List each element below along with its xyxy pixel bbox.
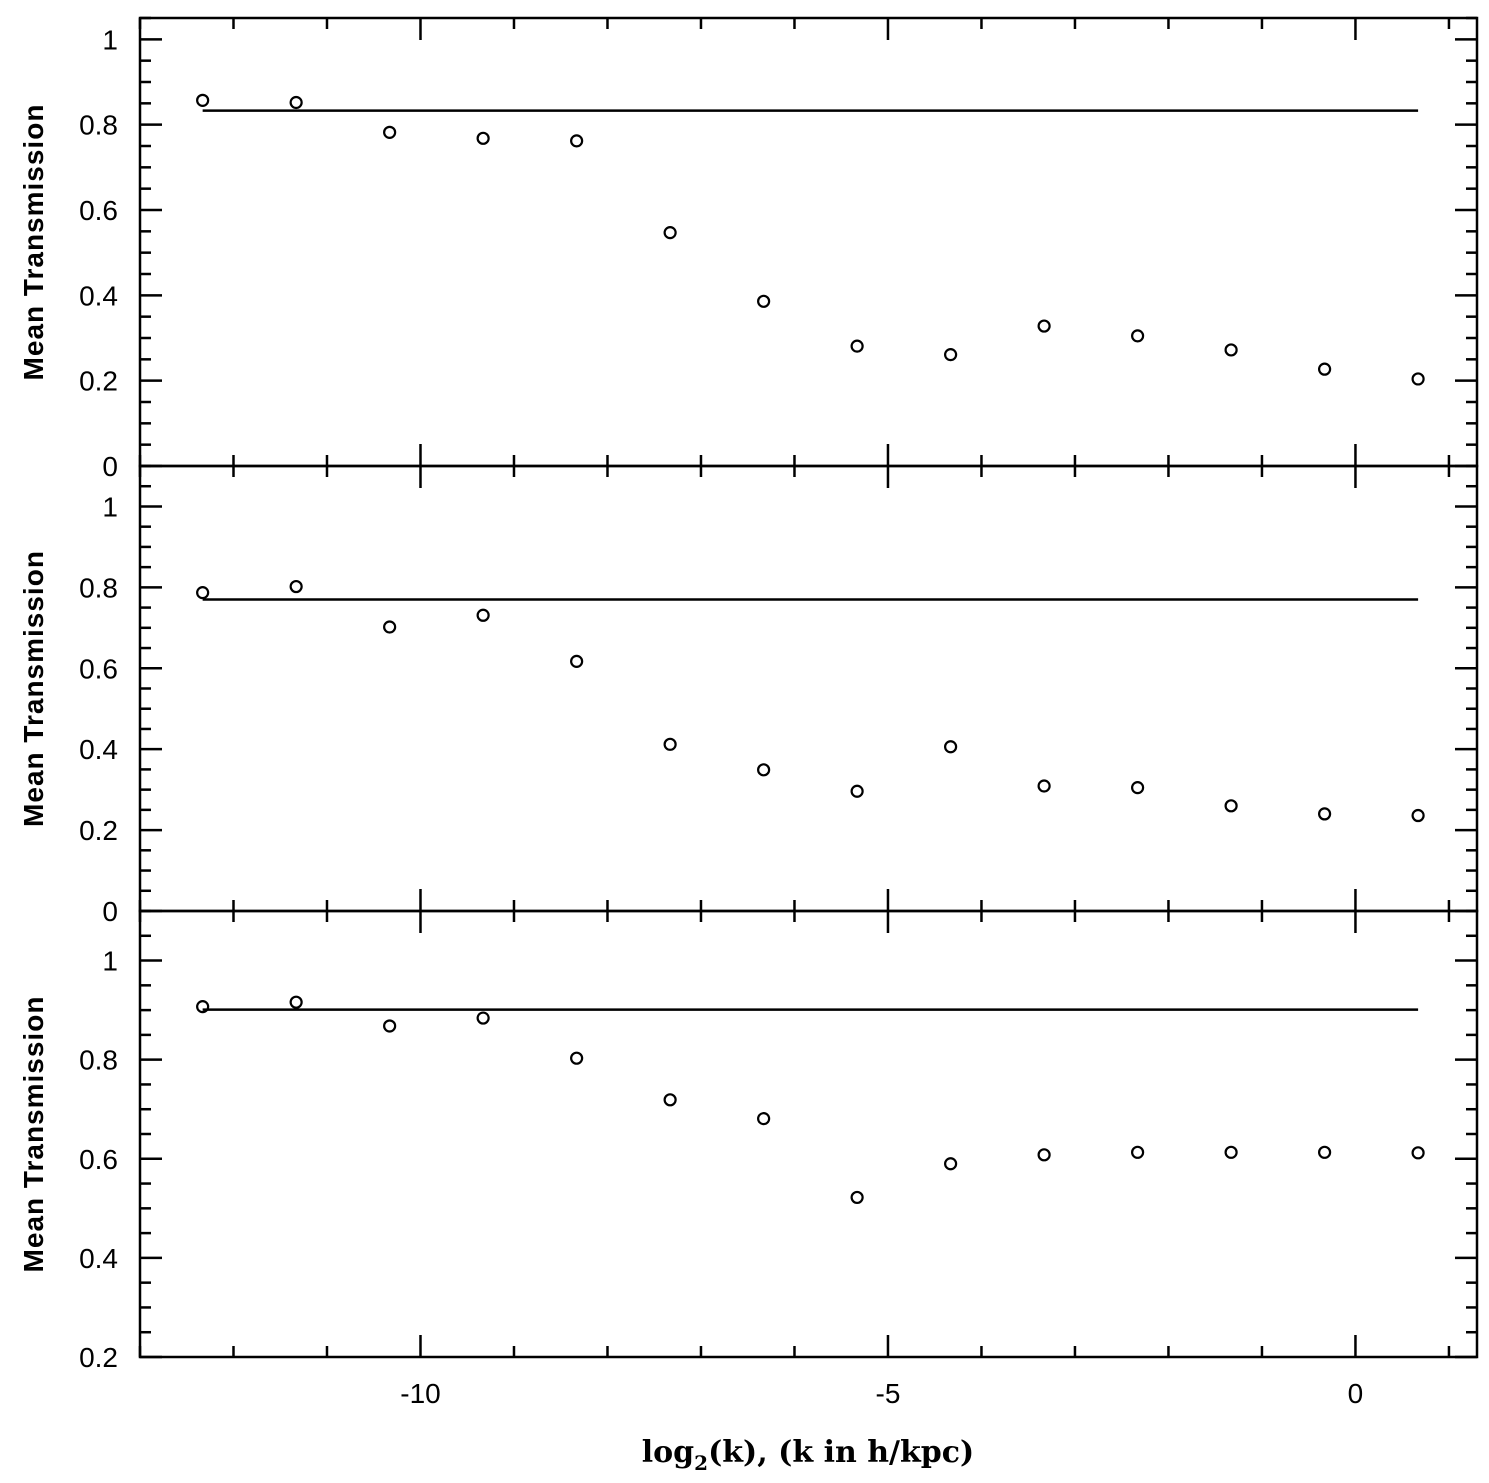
panel-1: 0 0.2 0.4 0.6 0.8 1 Mean Transmission [18, 16, 1479, 482]
data-point [757, 294, 771, 308]
data-point [1131, 329, 1145, 343]
data-point [1318, 1145, 1332, 1159]
x-tick-label: -5 [876, 1378, 901, 1409]
data-point [570, 134, 584, 148]
y-tick-label: 0.2 [79, 815, 118, 846]
data-point [663, 226, 677, 240]
y-tick-label: 0.2 [79, 366, 118, 397]
data-point [476, 131, 490, 145]
data-point [1318, 807, 1332, 821]
y-tick-label: 0.8 [79, 1045, 118, 1076]
x-axis-label: log2(k), (k in h/kpc) [642, 1435, 974, 1475]
y-tick-label: 0 [102, 896, 118, 927]
data-point [1224, 343, 1238, 357]
data-point [289, 995, 303, 1009]
data-point [1037, 319, 1051, 333]
data-point [570, 1051, 584, 1065]
y-tick-label: 0.6 [79, 1144, 118, 1175]
y-tick-label: 1 [102, 946, 118, 977]
panel-frame [138, 464, 1479, 913]
data-point [1037, 779, 1051, 793]
data-point [1411, 808, 1425, 823]
panel-frame [138, 16, 1479, 468]
y-tick-label: 0.2 [79, 1342, 118, 1373]
panel-frame [138, 909, 1479, 1359]
data-point [1411, 372, 1425, 386]
data-point [850, 784, 864, 798]
data-point [196, 1000, 210, 1014]
x-tick-label: 0 [1348, 1378, 1364, 1409]
data-point [1318, 362, 1332, 376]
y-tick-label: 0.6 [79, 195, 118, 226]
x-axis-label-subscript: 2 [694, 1451, 708, 1475]
data-point [757, 1112, 771, 1126]
panel-2: 0 0.2 0.4 0.6 0.8 1 Mean Transmission [18, 464, 1479, 927]
y-tick-label: 1 [102, 491, 118, 522]
data-point [663, 737, 677, 751]
y-tick-label: 1 [102, 24, 118, 55]
y-tick-label: 0 [102, 451, 118, 482]
data-point [1131, 781, 1145, 795]
data-point [1411, 1146, 1425, 1160]
data-point [289, 95, 303, 110]
data-point [476, 1011, 490, 1025]
data-point [1131, 1145, 1145, 1159]
data-point [383, 125, 397, 139]
data-point [196, 93, 210, 107]
x-axis-label-rest: (k), (k in h/kpc) [708, 1435, 974, 1470]
data-point [196, 586, 210, 600]
data-point [1224, 799, 1238, 813]
data-point [850, 339, 864, 353]
data-point [944, 740, 958, 754]
y-tick-label: 0.4 [79, 1243, 118, 1274]
y-tick-label: 0.8 [79, 572, 118, 603]
data-point [663, 1093, 677, 1107]
y-tick-label: 0.4 [79, 280, 118, 311]
y-axis-label: Mean Transmission [18, 996, 49, 1273]
x-tick-label: -10 [400, 1378, 440, 1409]
data-point [1224, 1145, 1238, 1159]
data-point [757, 763, 771, 777]
panel-3: 0.2 0.4 0.6 0.8 1 Mean Transmission -10 -5 0 [18, 909, 1479, 1409]
data-point [944, 348, 958, 362]
data-point [570, 654, 584, 668]
data-point [289, 579, 303, 594]
y-tick-label: 0.4 [79, 734, 118, 765]
data-point [476, 608, 490, 622]
y-tick-label: 0.8 [79, 110, 118, 141]
data-point [1037, 1148, 1051, 1162]
y-tick-label: 0.6 [79, 653, 118, 684]
data-point [944, 1157, 958, 1171]
data-point [383, 1019, 397, 1033]
y-axis-label: Mean Transmission [18, 104, 49, 381]
data-point [850, 1190, 864, 1205]
data-point [383, 620, 397, 634]
y-axis-label: Mean Transmission [18, 550, 49, 827]
x-axis-label-log: log [642, 1435, 694, 1470]
